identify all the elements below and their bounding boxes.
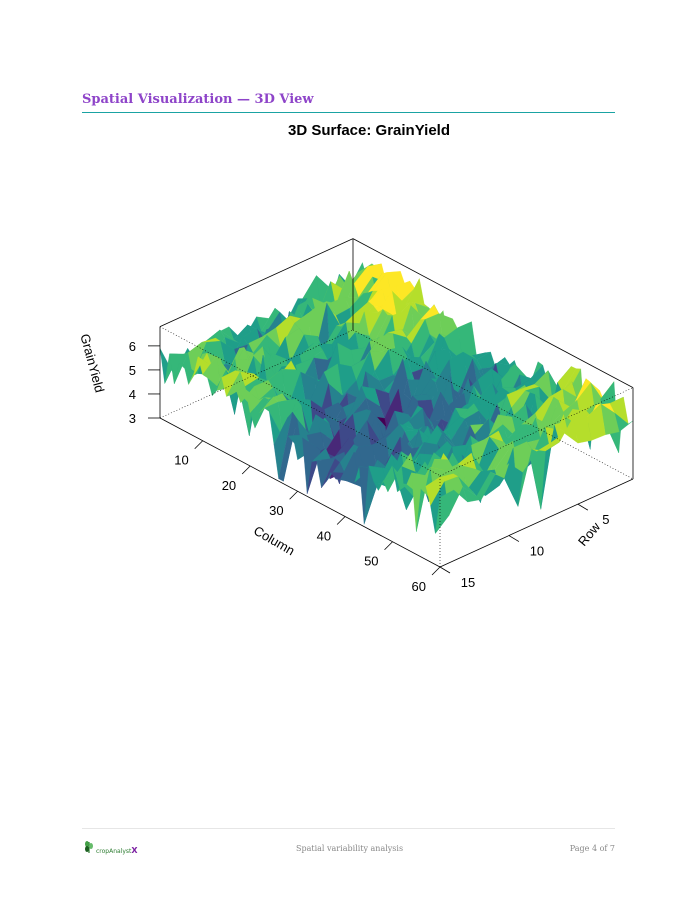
box-edge: [352, 329, 634, 480]
logo: cropAnalystX: [82, 838, 138, 858]
y-tick: [508, 535, 520, 542]
box-edge: [439, 478, 634, 568]
footer-divider: [82, 828, 615, 829]
box-edge: [159, 238, 354, 328]
page-number: Page 4 of 7: [569, 844, 615, 853]
z-tick-label: 6: [129, 339, 136, 354]
x-axis-label: Column: [251, 523, 297, 558]
y-tick: [439, 566, 451, 574]
x-tick: [289, 490, 298, 500]
y-tick: [577, 503, 589, 511]
x-tick-label: 60: [412, 579, 426, 594]
x-tick: [241, 465, 251, 475]
box-edge: [352, 238, 634, 389]
z-tick-label: 3: [129, 411, 136, 426]
x-tick: [194, 440, 203, 450]
x-tick-label: 30: [269, 503, 283, 518]
x-tick-label: 10: [174, 453, 188, 468]
z-tick-label: 4: [129, 387, 136, 402]
y-axis-label: Row: [575, 519, 604, 549]
x-tick-label: 50: [364, 554, 378, 569]
footer-center-text: Spatial variability analysis: [296, 844, 404, 853]
y-tick-label: 10: [530, 544, 544, 559]
header-divider: [82, 112, 615, 113]
x-tick: [384, 541, 393, 551]
x-tick: [336, 516, 346, 525]
box-edge: [159, 326, 441, 476]
page-header-title: Spatial Visualization — 3D View: [82, 92, 314, 107]
x-tick-label: 40: [317, 528, 331, 543]
logo-x: X: [131, 846, 138, 855]
surface-mesh: [159, 262, 634, 535]
x-tick: [431, 566, 441, 576]
y-tick-label: 5: [602, 512, 609, 527]
z-tick-label: 5: [129, 363, 136, 378]
logo-text: cropAnalyst: [96, 848, 132, 855]
y-tick-label: 15: [461, 575, 475, 590]
bounding-box: [159, 238, 634, 568]
z-axis-label: GrainYield: [77, 332, 107, 394]
wheat-icon: [85, 841, 93, 853]
box-edge: [159, 417, 441, 568]
x-tick-label: 20: [222, 478, 236, 493]
chart-title: 3D Surface: GrainYield: [288, 122, 450, 139]
